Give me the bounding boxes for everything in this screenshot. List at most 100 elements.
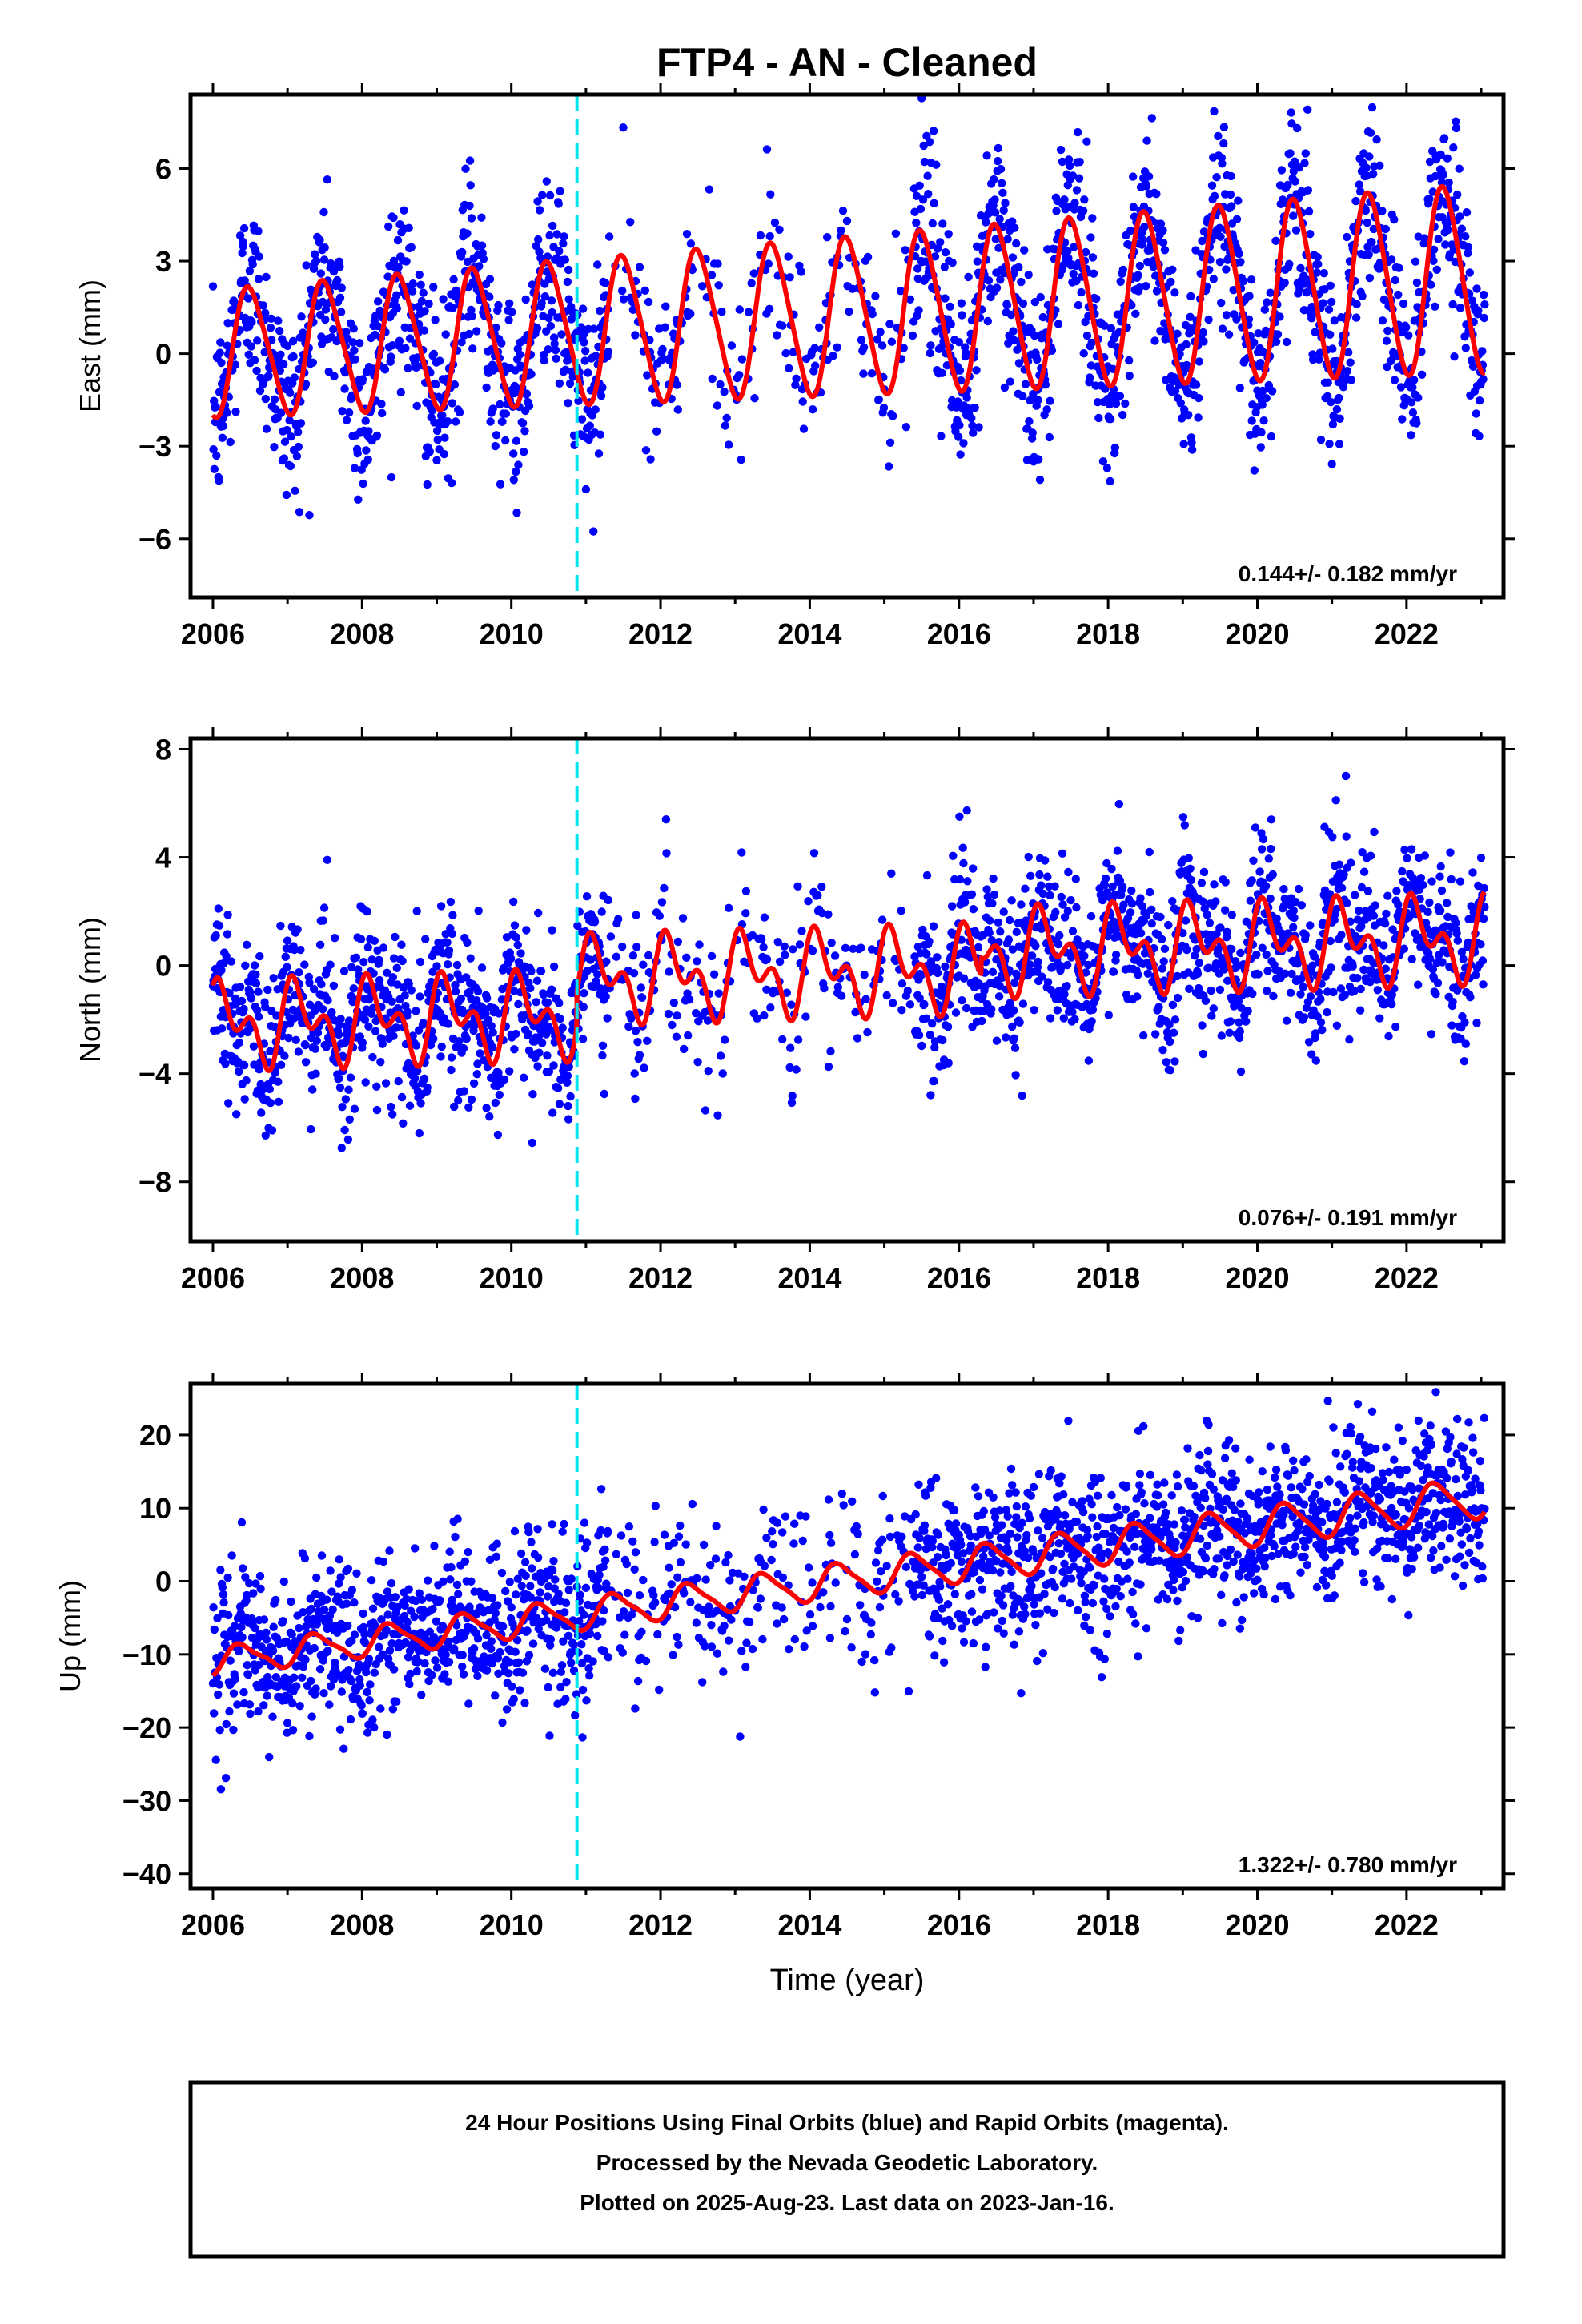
data-point <box>250 961 259 970</box>
data-point <box>451 417 460 426</box>
data-point <box>329 325 338 334</box>
data-point <box>619 123 628 132</box>
data-point <box>476 1049 484 1058</box>
data-point <box>580 338 588 347</box>
data-point <box>548 221 557 231</box>
data-point <box>1232 315 1241 324</box>
data-point <box>452 960 462 970</box>
data-point <box>1353 974 1362 983</box>
data-point <box>938 219 947 228</box>
data-point <box>477 213 486 222</box>
data-point <box>618 942 627 951</box>
x-tick-label: 2022 <box>1375 617 1439 650</box>
data-point <box>1425 157 1435 167</box>
data-point <box>1098 457 1108 466</box>
data-point <box>380 365 390 374</box>
data-point <box>1020 246 1029 255</box>
data-point <box>448 929 456 939</box>
data-point <box>1340 991 1350 999</box>
data-point <box>582 892 592 901</box>
data-point <box>564 265 573 275</box>
data-point <box>1031 942 1040 951</box>
data-point <box>1173 993 1182 1003</box>
data-point <box>509 449 518 458</box>
data-point <box>279 454 288 463</box>
data-point <box>1369 911 1379 920</box>
data-point <box>436 902 446 911</box>
data-point <box>1410 376 1419 384</box>
data-point <box>239 1060 249 1070</box>
data-point <box>1327 963 1335 972</box>
data-point <box>343 1621 352 1630</box>
data-point <box>252 366 261 376</box>
data-point <box>268 1647 278 1655</box>
data-point <box>307 1124 315 1134</box>
data-point <box>474 907 483 915</box>
data-point <box>1479 375 1488 384</box>
data-point <box>789 945 797 954</box>
data-point <box>764 259 773 268</box>
data-point <box>363 907 371 916</box>
chart-panels: 2006 2008 2010 2012 2014 2016 2018 2020 2022−6−3… <box>54 83 1515 1941</box>
data-point <box>424 300 433 308</box>
data-point <box>762 145 772 154</box>
data-point <box>1330 915 1339 925</box>
data-point <box>441 330 450 339</box>
data-point <box>1088 1005 1098 1015</box>
data-point <box>493 1130 503 1140</box>
data-point <box>1332 1021 1342 1031</box>
data-point <box>1450 352 1459 361</box>
data-point <box>665 967 673 976</box>
data-point <box>396 388 405 397</box>
data-point <box>1479 980 1488 989</box>
data-point <box>262 424 271 433</box>
data-point <box>1279 884 1288 894</box>
data-point <box>1223 976 1232 985</box>
data-point <box>1224 330 1234 339</box>
data-point <box>1070 1015 1079 1024</box>
data-point <box>1046 396 1054 405</box>
data-point <box>1301 149 1311 158</box>
data-point <box>341 368 350 377</box>
data-point <box>218 1583 227 1592</box>
data-point <box>1070 205 1079 214</box>
data-point <box>416 992 424 1001</box>
data-point <box>1047 346 1057 355</box>
data-point <box>368 1604 378 1613</box>
velocity-annotation-north: 0.076+/- 0.191 mm/yr <box>1239 1205 1457 1230</box>
data-point <box>1173 971 1182 981</box>
data-point <box>222 951 231 961</box>
data-point <box>889 999 897 1007</box>
data-point <box>1311 1056 1321 1065</box>
data-point <box>1211 897 1220 906</box>
data-point <box>1118 265 1128 275</box>
data-point <box>781 348 790 358</box>
data-point <box>1297 901 1307 910</box>
data-point <box>759 943 768 952</box>
data-point <box>1391 275 1399 285</box>
data-point <box>556 1015 564 1023</box>
data-point <box>956 450 965 459</box>
data-point <box>887 337 897 346</box>
data-point <box>1254 970 1263 979</box>
data-point <box>412 1007 420 1015</box>
data-point <box>1086 233 1095 242</box>
data-point <box>356 935 366 944</box>
data-point <box>1313 252 1322 262</box>
data-point <box>1055 931 1064 940</box>
data-point <box>577 415 587 424</box>
data-point <box>1024 271 1033 279</box>
data-point <box>553 1084 563 1092</box>
x-tick-label: 2012 <box>628 1261 693 1294</box>
data-point <box>1394 290 1403 300</box>
data-point <box>820 983 829 993</box>
data-point <box>1266 288 1275 297</box>
data-point <box>760 913 769 922</box>
data-point <box>941 962 950 971</box>
x-tick-label: 2020 <box>1225 1261 1289 1294</box>
data-point <box>1464 249 1472 258</box>
data-point <box>1328 420 1338 429</box>
data-point <box>1082 331 1092 340</box>
y-tick-label: 0 <box>155 950 171 983</box>
data-point <box>601 992 610 1001</box>
